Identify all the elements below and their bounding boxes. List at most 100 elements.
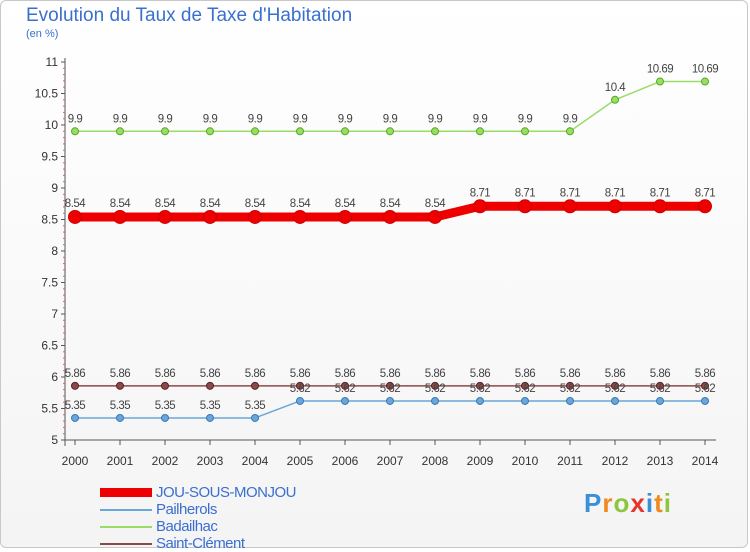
data-point (656, 77, 664, 86)
legend-label: Badailhac (156, 518, 218, 535)
y-tick-label: 9.5 (41, 150, 58, 164)
data-point (251, 381, 259, 390)
data-point (701, 396, 709, 405)
y-tick-label: 11 (46, 55, 59, 69)
legend-item: JOU-SOUS-MONJOU (100, 484, 297, 501)
legend-label: Saint-Clément (156, 535, 245, 552)
data-label: 5.62 (470, 383, 490, 395)
data-point (563, 199, 577, 214)
logo-letter: i (645, 488, 655, 518)
data-label: 5.35 (200, 400, 220, 412)
data-point (386, 381, 394, 390)
y-tick-label: 5.5 (41, 402, 58, 416)
y-tick-label: 5 (51, 433, 58, 447)
logo-letter: t (654, 488, 664, 518)
data-label: 8.54 (155, 198, 176, 210)
data-point (161, 381, 169, 390)
legend-item: Badailhac (100, 518, 296, 535)
chart-title: Evolution du Taux de Taxe d'Habitation (26, 5, 353, 26)
legend-swatch (100, 508, 152, 511)
data-point (251, 413, 259, 422)
data-label: 8.54 (110, 198, 131, 210)
data-point (293, 209, 307, 224)
data-label: 5.35 (65, 400, 85, 412)
legend-item: Pailherols (100, 501, 296, 518)
data-point (386, 127, 394, 136)
data-point (71, 413, 79, 422)
data-label: 9.9 (248, 113, 263, 125)
y-tick-label: 7 (51, 307, 58, 321)
data-label: 5.86 (605, 368, 625, 380)
data-label: 5.86 (380, 368, 400, 380)
data-point (116, 413, 124, 422)
x-tick-label: 2008 (422, 454, 449, 468)
data-point (341, 127, 349, 136)
x-tick-label: 2007 (377, 454, 404, 468)
data-point (158, 209, 172, 224)
data-point (296, 127, 304, 136)
data-label: 8.71 (650, 187, 670, 199)
y-tick-label: 6.5 (41, 339, 58, 353)
x-tick-label: 2011 (557, 454, 583, 468)
data-label: 5.86 (695, 368, 715, 380)
data-point (71, 127, 79, 136)
data-label: 5.62 (380, 383, 400, 395)
x-tick-label: 2002 (152, 454, 179, 468)
data-label: 5.86 (470, 368, 490, 380)
data-label: 8.54 (65, 198, 86, 210)
data-label: 8.71 (515, 187, 535, 199)
x-tick-label: 2005 (287, 454, 314, 468)
data-label: 9.9 (473, 113, 488, 125)
y-tick-label: 10 (45, 118, 59, 132)
data-label: 5.86 (200, 368, 220, 380)
data-label: 5.62 (650, 383, 670, 395)
data-label: 8.54 (380, 198, 401, 210)
y-tick-label: 10.5 (35, 87, 59, 101)
data-label: 5.62 (605, 383, 625, 395)
data-label: 5.86 (290, 368, 310, 380)
data-label: 8.71 (695, 187, 715, 199)
data-point (701, 381, 709, 390)
data-label: 9.9 (158, 113, 173, 125)
data-label: 5.86 (245, 368, 265, 380)
data-point (476, 396, 484, 405)
y-tick-label: 8 (51, 244, 58, 258)
x-tick-label: 2006 (332, 454, 359, 468)
data-point (248, 209, 262, 224)
legend-item: Saint-Clément (100, 535, 296, 552)
proxiti-logo: Proxiti (584, 488, 672, 519)
data-point (251, 127, 259, 136)
data-label: 5.35 (110, 400, 130, 412)
data-point (701, 77, 709, 86)
data-point (656, 396, 664, 405)
data-point (566, 396, 574, 405)
data-point (431, 381, 439, 390)
logo-letter: P (584, 488, 603, 518)
data-point (611, 396, 619, 405)
data-point (206, 413, 214, 422)
logo-letter: i (663, 488, 672, 518)
data-label: 10.69 (647, 64, 673, 76)
x-tick-label: 2013 (647, 454, 674, 468)
data-point (428, 209, 442, 224)
x-tick-label: 2014 (692, 454, 719, 468)
y-tick-label: 7.5 (41, 276, 58, 290)
data-label: 9.9 (113, 113, 128, 125)
y-tick-label: 6 (51, 370, 58, 384)
data-point (518, 199, 532, 214)
data-label: 5.86 (110, 368, 130, 380)
data-label: 9.9 (518, 113, 533, 125)
data-point (431, 396, 439, 405)
x-tick-label: 2009 (467, 454, 494, 468)
data-point (161, 127, 169, 136)
data-point (341, 396, 349, 405)
data-point (608, 199, 622, 214)
legend-swatch (100, 542, 152, 545)
data-label: 8.54 (425, 198, 446, 210)
data-label: 5.86 (425, 368, 445, 380)
data-label: 9.9 (563, 113, 578, 125)
data-label: 5.86 (65, 368, 85, 380)
data-label: 9.9 (68, 113, 83, 125)
y-tick-label: 8.5 (41, 213, 58, 227)
